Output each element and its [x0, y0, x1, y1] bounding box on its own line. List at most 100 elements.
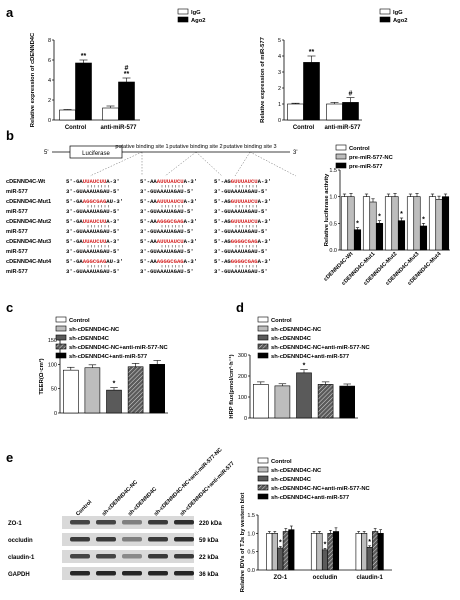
bar [384, 196, 393, 251]
y-tick-label: 1 [278, 102, 281, 108]
legend-label: sh-cDENND4C [69, 336, 110, 342]
bar [340, 196, 349, 251]
significance-mark: * [422, 216, 425, 223]
sequence-segment: 3'-GUAAAUAGAU-5' [140, 188, 194, 195]
x-tick-label: claudin-1 [356, 575, 383, 581]
sequence-name: miR-577 [6, 209, 28, 215]
blot-lane-label: sh-cDENND4C+anti-miR-577 [179, 461, 236, 518]
legend-label: Control [271, 459, 292, 465]
bar [84, 367, 101, 414]
y-tick-label: 100 [238, 395, 247, 401]
blot-band [148, 554, 168, 559]
bar [339, 385, 356, 419]
sequence-segment: 5'-AAAUUUAUCUA-3' [140, 178, 197, 185]
blot-band [174, 537, 194, 542]
sequence-segment: 3'-GUAAAUAGAU-5' [214, 208, 268, 215]
sequence-name: cDENND4C-Mut1 [6, 199, 51, 205]
blot-band [96, 537, 116, 542]
sequence-segment: 3'-GUAAAUAGAU-5' [66, 268, 120, 275]
bar [288, 529, 295, 571]
bar [342, 102, 359, 121]
legend-label: Control [69, 318, 90, 324]
sequence-segment: 5'-GAUUAUCUUA-3' [66, 178, 120, 185]
site-label-2: putative binding site 2 [169, 144, 222, 150]
blot-band [174, 554, 194, 559]
bar [428, 196, 437, 251]
legend-label: sh-cDENND4C-NC [271, 327, 322, 333]
sequence-name: cDENND4C-Mut3 [6, 239, 51, 245]
blot-strip [62, 533, 194, 546]
y-tick-label: 8 [48, 38, 51, 44]
y-tick-label: 100 [48, 362, 57, 368]
sequence-segment: 5'-AAAUUUAUCUA-3' [140, 198, 197, 205]
significance-mark: # [349, 91, 353, 98]
bar [372, 531, 379, 571]
legend-swatch [257, 334, 269, 341]
significance-mark: # [125, 65, 129, 72]
legend-swatch [379, 16, 391, 23]
legend-swatch [379, 8, 391, 15]
bar [149, 364, 165, 414]
sequence-segment: 5'-AGGGGGCGAGA-3' [214, 258, 271, 265]
significance-mark: * [303, 363, 306, 370]
bar [303, 62, 320, 121]
blot-band [96, 520, 116, 525]
site-connector [249, 151, 297, 177]
bar [266, 533, 273, 571]
y-tick-label: 3 [278, 70, 281, 76]
blot-band [70, 520, 90, 525]
chart-a-right: 0 1 2 3 4 5 Relative expression of miR-577 Cont… [260, 8, 408, 131]
y-tick-label: 4 [278, 54, 281, 60]
legend-swatch [177, 16, 189, 23]
y-tick-label: 1.5 [329, 168, 337, 174]
y-tick-label: 4 [48, 78, 51, 84]
legend-swatch [257, 352, 269, 359]
significance-mark: * [279, 540, 282, 547]
luciferase-diagram: 5' Luciferase 3' putative binding site 1… [44, 144, 297, 177]
y-tick-label: 5 [278, 38, 281, 44]
luciferase-label: Luciferase [82, 151, 110, 157]
blot-band [148, 537, 168, 542]
legend-swatch [257, 316, 269, 323]
significance-mark: * [113, 381, 116, 388]
significance-mark: * [368, 539, 371, 546]
charts: 0 2 4 6 8 Relative expression of cDENND4C Cont… [30, 8, 450, 592]
legend-label: IgG [191, 10, 201, 16]
bar [435, 199, 443, 251]
legend-label: sh-cDENND4C [271, 477, 312, 483]
bar [397, 220, 406, 251]
site-connector [164, 151, 197, 177]
y-tick-label: 6 [48, 58, 51, 64]
bar [413, 196, 421, 251]
y-tick-label: 2 [48, 98, 51, 104]
blot-protein-label: GAPDH [8, 572, 30, 578]
legend-swatch [257, 484, 269, 491]
bar [287, 103, 304, 121]
chart-a-left: 0 2 4 6 8 Relative expression of cDENND4C Cont… [30, 8, 206, 131]
blot-band [148, 571, 168, 576]
blot-band [96, 554, 116, 559]
sequence-name: miR-577 [6, 269, 28, 275]
sequence-segment: 3'-GUAAAUAGAU-5' [140, 248, 194, 255]
significance-mark: * [324, 541, 327, 548]
bar [310, 533, 318, 571]
legend-label: pre-miR-577-NC [349, 155, 394, 161]
bar [274, 385, 291, 419]
legend-label: sh-cDENND4C-NC [69, 327, 120, 333]
bar [62, 369, 79, 414]
bar [127, 366, 144, 414]
blot-protein-label: ZO-1 [8, 521, 22, 527]
bar [406, 196, 415, 251]
y-tick-label: 0.0 [329, 248, 337, 254]
sequence-segment: 5'-AGGUUUAUCUA-3' [214, 218, 271, 225]
bar [332, 531, 340, 571]
legend-swatch [177, 8, 189, 15]
bar [296, 372, 312, 419]
legend-swatch [55, 316, 67, 323]
sequence-segment: 5'-GAUUAUCUUA-3' [66, 238, 120, 245]
x-tick-label: Control [293, 125, 315, 131]
legend-swatch [257, 475, 269, 482]
panel-label-d: d [236, 300, 244, 315]
